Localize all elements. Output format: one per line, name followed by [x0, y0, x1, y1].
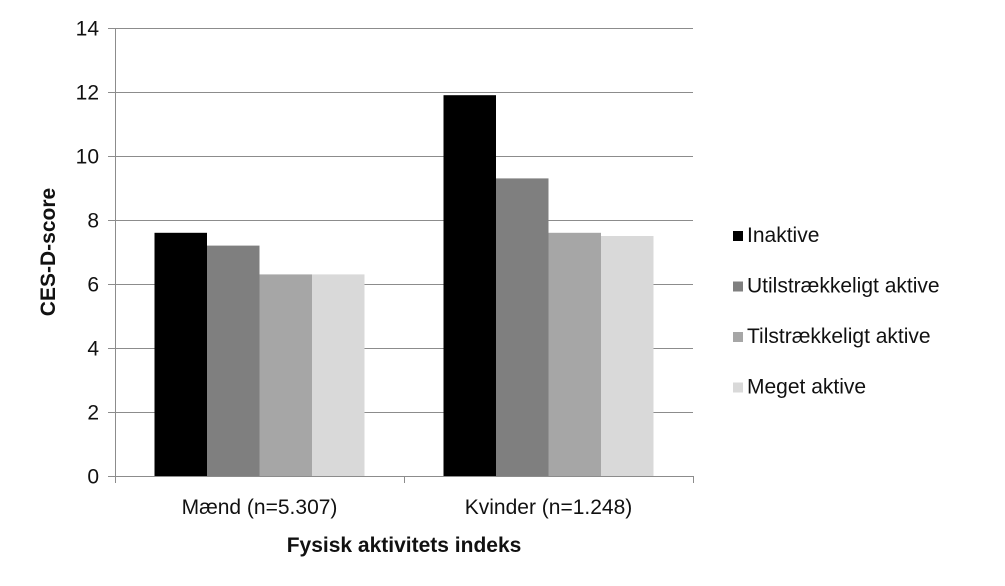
y-tick-label: 2 [87, 402, 99, 425]
y-tick-label: 14 [76, 18, 100, 41]
bars [154, 95, 654, 476]
x-category-label: Mænd (n=5.307) [182, 496, 338, 519]
x-category-label: Kvinder (n=1.248) [465, 496, 633, 519]
legend-swatch [733, 231, 743, 241]
y-tick-label: 10 [76, 146, 99, 169]
bar [496, 178, 549, 476]
legend-swatch [733, 281, 743, 292]
y-tick-label: 6 [87, 274, 99, 297]
y-tick-label: 0 [87, 466, 99, 489]
legend-label: Meget aktive [747, 376, 866, 399]
bar [548, 232, 601, 476]
bar [207, 245, 260, 476]
legend: Inaktive Utilstrækkeligt aktive Tilstrække… [733, 224, 940, 399]
y-axis-title: CES-D-score [37, 188, 60, 316]
legend-swatch [733, 332, 743, 342]
bar [312, 274, 365, 476]
bar [601, 236, 654, 476]
y-tick-labels: 0 2 4 6 8 10 12 14 [76, 18, 100, 489]
bar [443, 95, 496, 476]
legend-label: Tilstrækkeligt aktive [747, 325, 931, 348]
y-tick-label: 12 [76, 82, 99, 105]
axes [108, 28, 694, 483]
legend-label: Utilstrækkeligt aktive [747, 275, 940, 298]
bar [259, 274, 312, 476]
x-category-labels: Mænd (n=5.307) Kvinder (n=1.248) [182, 496, 633, 519]
legend-label: Inaktive [747, 224, 819, 247]
bar [154, 232, 207, 476]
legend-swatch [733, 382, 743, 393]
y-tick-label: 4 [87, 338, 99, 361]
y-tick-label: 8 [87, 210, 99, 233]
x-axis-title: Fysisk aktivitets indeks [287, 534, 522, 557]
